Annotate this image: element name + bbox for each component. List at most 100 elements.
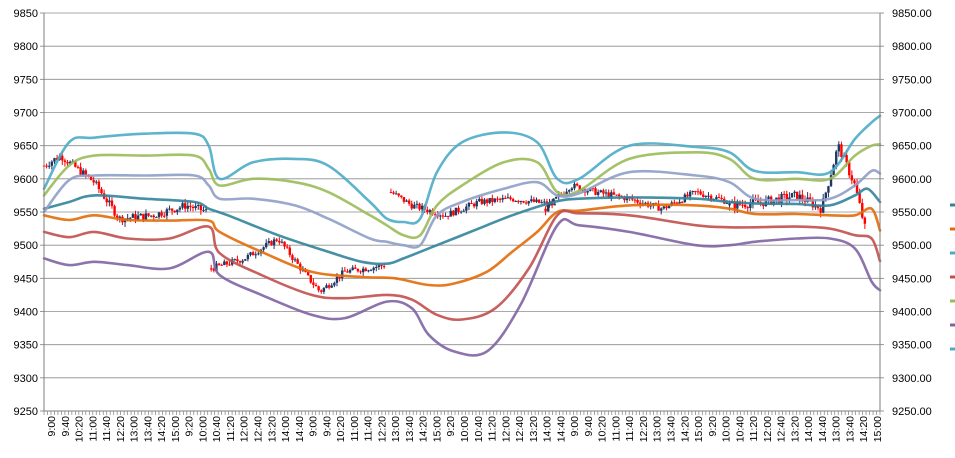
candle-body <box>126 218 129 220</box>
candle-body <box>118 216 122 218</box>
y-tick-label-right: 9250.00 <box>892 406 932 418</box>
gridlines <box>44 12 880 412</box>
candle-body <box>439 215 442 217</box>
candle-body <box>338 276 341 279</box>
candle-body <box>66 161 69 164</box>
x-tick-label: 12:40 <box>514 416 526 442</box>
candle-body <box>673 202 676 204</box>
candle-body <box>74 161 77 167</box>
candle-body <box>220 264 223 266</box>
candle-body <box>848 162 851 176</box>
candle-body <box>410 203 413 209</box>
series-line-7 <box>42 169 882 249</box>
candle-body <box>168 208 171 210</box>
candle-body <box>660 208 663 211</box>
candle-body <box>110 200 114 207</box>
candle-body <box>265 243 268 248</box>
candle-body <box>720 197 723 199</box>
x-tick-label: 12:20 <box>115 416 127 442</box>
candle-body <box>498 198 502 200</box>
candle-body <box>819 208 822 213</box>
candle-body <box>189 205 192 207</box>
candle-body <box>267 241 271 244</box>
candle-body <box>746 207 749 209</box>
candle-body <box>76 166 80 168</box>
candle-body <box>160 212 163 216</box>
candle-body <box>249 252 252 255</box>
candle-body <box>850 175 854 181</box>
candle-body <box>382 266 386 268</box>
candle-body <box>82 170 85 175</box>
candle-body <box>397 193 400 196</box>
candle-body <box>570 188 574 191</box>
x-tick-label: 9:40 <box>321 416 333 437</box>
x-tick-label: 9:20 <box>707 416 719 437</box>
candle-body <box>454 207 458 216</box>
candle-body <box>472 203 476 207</box>
x-tick-label: 12:20 <box>376 416 388 442</box>
y-tick-label-left: 9500 <box>14 240 38 252</box>
x-tick-label: 11:20 <box>225 416 237 442</box>
candle-body <box>547 203 550 212</box>
candle-body <box>467 202 471 207</box>
x-tick-label: 10:40 <box>211 416 223 442</box>
candle-body <box>863 217 867 224</box>
candle-body <box>743 204 747 208</box>
series-line-4 <box>42 143 882 240</box>
candle-body <box>251 252 255 256</box>
candle-body <box>527 201 530 204</box>
candle-body <box>449 210 452 217</box>
candle-body <box>197 205 200 207</box>
candle-body <box>95 181 98 183</box>
candle-body <box>667 205 671 209</box>
candle-body <box>278 240 281 243</box>
candle-body <box>594 188 597 195</box>
candle-body <box>375 266 378 268</box>
x-tick-label: 13:40 <box>844 416 856 442</box>
x-tick-label: 10:20 <box>597 416 609 442</box>
candle-body <box>346 271 349 273</box>
x-tick-label: 12:20 <box>638 416 650 442</box>
x-tick-label: 12:00 <box>500 416 512 442</box>
candle-body <box>433 214 437 216</box>
candle-body <box>254 254 257 256</box>
candle-body <box>202 210 205 212</box>
candle-body <box>511 199 515 202</box>
candle-body <box>136 215 140 220</box>
x-tick-label: 12:00 <box>762 416 774 442</box>
candle-body <box>610 192 613 198</box>
candle-body <box>152 215 155 218</box>
candle-body <box>186 205 189 209</box>
candle-body <box>638 202 642 205</box>
candle-body <box>325 285 328 288</box>
candle-body <box>280 241 284 243</box>
candle-body <box>829 175 833 187</box>
candle-body <box>369 270 373 272</box>
candle-body <box>144 213 148 220</box>
candle-body <box>97 181 101 190</box>
y-tick-label-right: 9350.00 <box>892 340 932 352</box>
candle-body <box>530 199 533 202</box>
candle-body <box>53 158 56 162</box>
candle-body <box>506 197 510 199</box>
candle-body <box>491 197 494 202</box>
candle-body <box>599 190 602 193</box>
candle-body <box>465 206 468 211</box>
candle-body <box>780 193 783 204</box>
candle-body <box>45 165 48 167</box>
candle-body <box>665 206 668 209</box>
candle-body <box>801 194 804 200</box>
candle-body <box>485 199 489 203</box>
candle-body <box>793 191 796 194</box>
candle-body <box>389 192 393 194</box>
candle-body <box>496 198 499 200</box>
candle-body <box>244 259 247 261</box>
candle-body <box>686 194 689 197</box>
candle-body <box>348 270 352 273</box>
candle-body <box>359 271 362 273</box>
candle-body <box>333 282 336 286</box>
candle-body <box>707 195 710 197</box>
candle-body <box>170 208 174 211</box>
candle-body <box>457 207 460 212</box>
